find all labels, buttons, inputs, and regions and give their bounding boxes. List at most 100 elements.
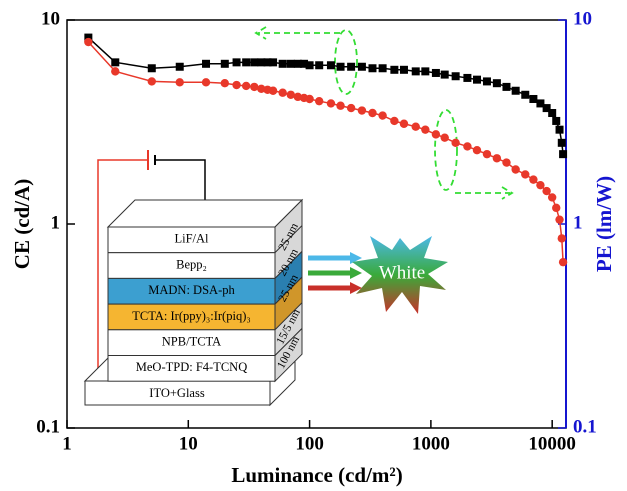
point (559, 258, 567, 266)
point (306, 61, 314, 69)
point (176, 63, 184, 71)
point (327, 61, 335, 69)
layer-label: MeO-TPD: F4-TCNQ (136, 360, 247, 374)
point (379, 64, 387, 72)
point (559, 150, 567, 158)
point (502, 83, 510, 91)
point (556, 126, 564, 134)
point (548, 193, 556, 201)
point (358, 63, 366, 71)
point (358, 106, 366, 114)
x-tick-label: 10 (179, 433, 198, 454)
point (347, 104, 355, 112)
layer-label: LiF/Al (174, 232, 209, 246)
point (412, 67, 420, 75)
layer-label: MADN: DSA-ph (148, 283, 235, 297)
y-tick-label: 0.1 (36, 416, 60, 437)
series-line (88, 38, 563, 155)
point (511, 165, 519, 173)
point (279, 60, 287, 68)
point (552, 204, 560, 212)
point (548, 109, 556, 117)
point (400, 66, 408, 74)
y2-tick-label: 1 (573, 212, 583, 233)
point (148, 77, 156, 85)
point (493, 79, 501, 87)
y-tick-label: 10 (41, 8, 60, 29)
point (521, 91, 529, 99)
y2-tick-label: 0.1 (573, 416, 597, 437)
point (336, 102, 344, 110)
point (483, 77, 491, 85)
point (111, 58, 119, 66)
point (250, 83, 258, 91)
point (221, 79, 229, 87)
point (305, 95, 313, 103)
point (315, 97, 323, 105)
device-inset: LiF/Al Bepp₂ MADN: DSA-ph TCTA: Ir(ppy)₃:Ir… (85, 150, 303, 405)
layer-label: Bepp₂ (176, 257, 207, 271)
point (502, 158, 510, 166)
point (441, 71, 449, 79)
point (432, 130, 440, 138)
chart: Luminance (cd/m²) CE (cd/A) PE (lm/W) Li… (0, 0, 627, 491)
point (542, 187, 550, 195)
point (473, 146, 481, 154)
layer-label: NPB/TCTA (162, 335, 221, 349)
x-tick-label: 10000 (528, 433, 576, 454)
point (269, 87, 277, 95)
point (242, 58, 250, 66)
point (390, 117, 398, 125)
x-tick-label: 1000 (412, 433, 450, 454)
point (432, 69, 440, 77)
point (558, 139, 566, 147)
y-axis-title: CE (cd/A) (10, 179, 34, 269)
point (233, 58, 241, 66)
point (555, 215, 563, 223)
point (512, 87, 520, 95)
y2-axis-title: PE (lm/W) (592, 176, 616, 272)
point (148, 64, 156, 72)
point (176, 78, 184, 86)
point (421, 67, 429, 75)
point (412, 122, 420, 130)
point (232, 81, 240, 89)
point (473, 76, 481, 84)
point (378, 111, 386, 119)
point (452, 72, 460, 80)
point (441, 133, 449, 141)
point (269, 58, 277, 66)
point (337, 63, 345, 71)
point (221, 60, 229, 68)
point (347, 63, 355, 71)
point (463, 74, 471, 82)
point (242, 82, 250, 90)
point (368, 64, 376, 72)
point (421, 125, 429, 133)
point (552, 117, 560, 125)
point (529, 95, 537, 103)
point (84, 38, 92, 46)
point (558, 234, 566, 242)
point (111, 67, 119, 75)
x-tick-label: 100 (295, 433, 324, 454)
layer-label: TCTA: Ir(ppy)₃:Ir(piq)₃ (132, 309, 250, 323)
y2-tick-label: 10 (573, 8, 592, 29)
point (521, 170, 529, 178)
point (287, 60, 295, 68)
point (493, 154, 501, 162)
point (202, 78, 210, 86)
point (536, 181, 544, 189)
x-tick-label: 1 (62, 433, 72, 454)
point (451, 139, 459, 147)
point (368, 109, 376, 117)
point (202, 60, 210, 68)
emission-arrows (308, 252, 362, 294)
point (278, 89, 286, 97)
point (463, 142, 471, 150)
point (250, 58, 258, 66)
layer-label: ITO+Glass (149, 386, 205, 400)
output-label: White (379, 262, 425, 283)
point (315, 61, 323, 69)
point (529, 175, 537, 183)
